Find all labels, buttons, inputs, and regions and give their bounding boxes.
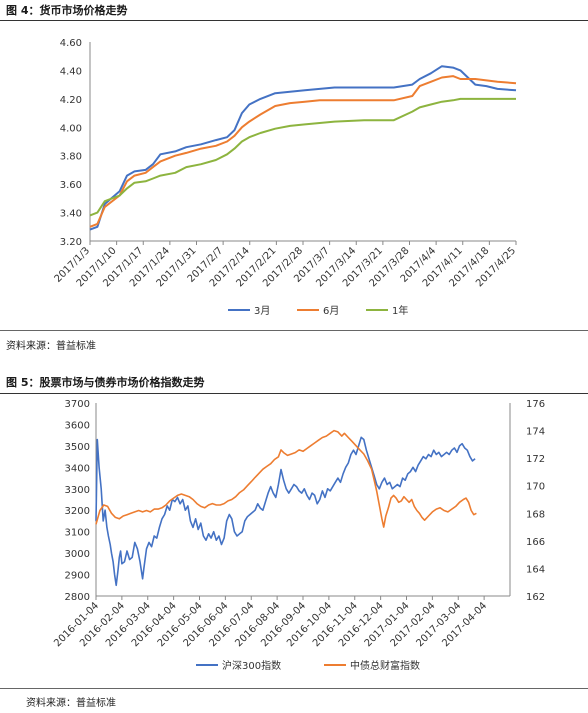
chart1-legend-label: 3月 (254, 305, 270, 317)
chart1-line-series-0 (89, 65, 517, 231)
figure5-top-rule (0, 393, 588, 394)
chart2-right-tick-label: 176 (526, 399, 545, 410)
chart1-line-series-1 (89, 75, 517, 228)
chart2-axes (95, 403, 511, 597)
chart1-y-tick-label: 3.20 (60, 237, 82, 248)
chart1-y-tick-label: 3.40 (60, 209, 82, 220)
chart1-y-tick-label: 4.60 (60, 38, 82, 49)
chart2-legend-label: 中债总财富指数 (350, 659, 420, 672)
chart2-left-tick-label: 2800 (65, 592, 90, 603)
chart1-legend-label: 1年 (392, 304, 408, 317)
chart2-left-tick-label: 3200 (65, 506, 90, 517)
chart1-legend: 3月 6月 1年 (228, 304, 408, 317)
chart1-x-ticks: 2017/1/32017/1/102017/1/172017/1/242017/… (53, 241, 518, 289)
chart2-right-tick-label: 162 (526, 592, 545, 603)
figure4-source: 资料来源：普益标准 (6, 341, 96, 352)
chart2-legend-label: 沪深300指数 (222, 659, 281, 672)
chart2-legend: 沪深300指数 中债总财富指数 (196, 659, 420, 672)
figure4-top-rule (0, 20, 588, 21)
chart2-left-tick-label: 3700 (65, 399, 90, 410)
chart1-line-series-2 (89, 97, 516, 217)
figure5-source: 资料来源：普益标准 (26, 698, 116, 709)
chart2-left-tick-label: 2900 (65, 571, 90, 582)
figure4-bottom-rule (0, 330, 588, 331)
figure5-title: 图 5：股票市场与债券市场价格指数走势 (6, 376, 205, 389)
chart1-lines (89, 65, 517, 231)
chart2-line-series-1 (95, 429, 477, 528)
chart2-right-tick-label: 168 (526, 509, 545, 520)
chart2-left-tick-label: 3400 (65, 463, 90, 474)
chart2-y2-ticks: 162 164 166 168 170 172 174 176 (526, 399, 545, 603)
figure4-title: 图 4：货币市场价格走势 (6, 4, 128, 17)
chart1-axes (89, 42, 516, 242)
chart1-y-tick-label: 3.80 (60, 152, 82, 163)
chart2-left-tick-label: 3000 (65, 549, 90, 560)
chart2-left-tick-label: 3600 (65, 420, 90, 431)
chart-money-market: 3.20 3.40 3.60 3.80 4.00 4.20 4.40 4.60 2017/1/… (53, 38, 519, 317)
chart2-left-tick-label: 3100 (65, 528, 90, 539)
chart2-y-ticks: 2800 2900 3000 3100 3200 3300 3400 3500 3600 3700 (65, 399, 90, 603)
chart2-left-tick-label: 3300 (65, 485, 90, 496)
chart1-y-tick-label: 3.60 (60, 180, 82, 191)
chart-stock-bond: 2800 2900 3000 3100 3200 3300 3400 3500 3600 3700… (52, 399, 545, 672)
chart2-right-tick-label: 170 (526, 482, 545, 493)
chart2-right-tick-label: 166 (526, 537, 545, 548)
chart2-right-tick-label: 174 (526, 427, 545, 438)
chart2-lines (95, 429, 477, 587)
chart1-y-tick-label: 4.40 (60, 66, 82, 77)
figure5-bottom-rule (0, 688, 588, 689)
chart2-right-tick-label: 172 (526, 454, 545, 465)
chart2-line-series-0 (95, 436, 476, 587)
chart1-y-tick-label: 4.00 (60, 123, 82, 134)
chart2-right-tick-label: 164 (526, 564, 545, 575)
chart2-left-tick-label: 3500 (65, 442, 90, 453)
chart1-y-ticks: 3.20 3.40 3.60 3.80 4.00 4.20 4.40 4.60 (60, 38, 82, 248)
chart1-y-tick-label: 4.20 (60, 95, 82, 106)
chart1-legend-label: 6月 (323, 305, 339, 317)
chart2-x-ticks: 2016-01-042016-02-042016-03-042016-04-04… (52, 596, 489, 649)
